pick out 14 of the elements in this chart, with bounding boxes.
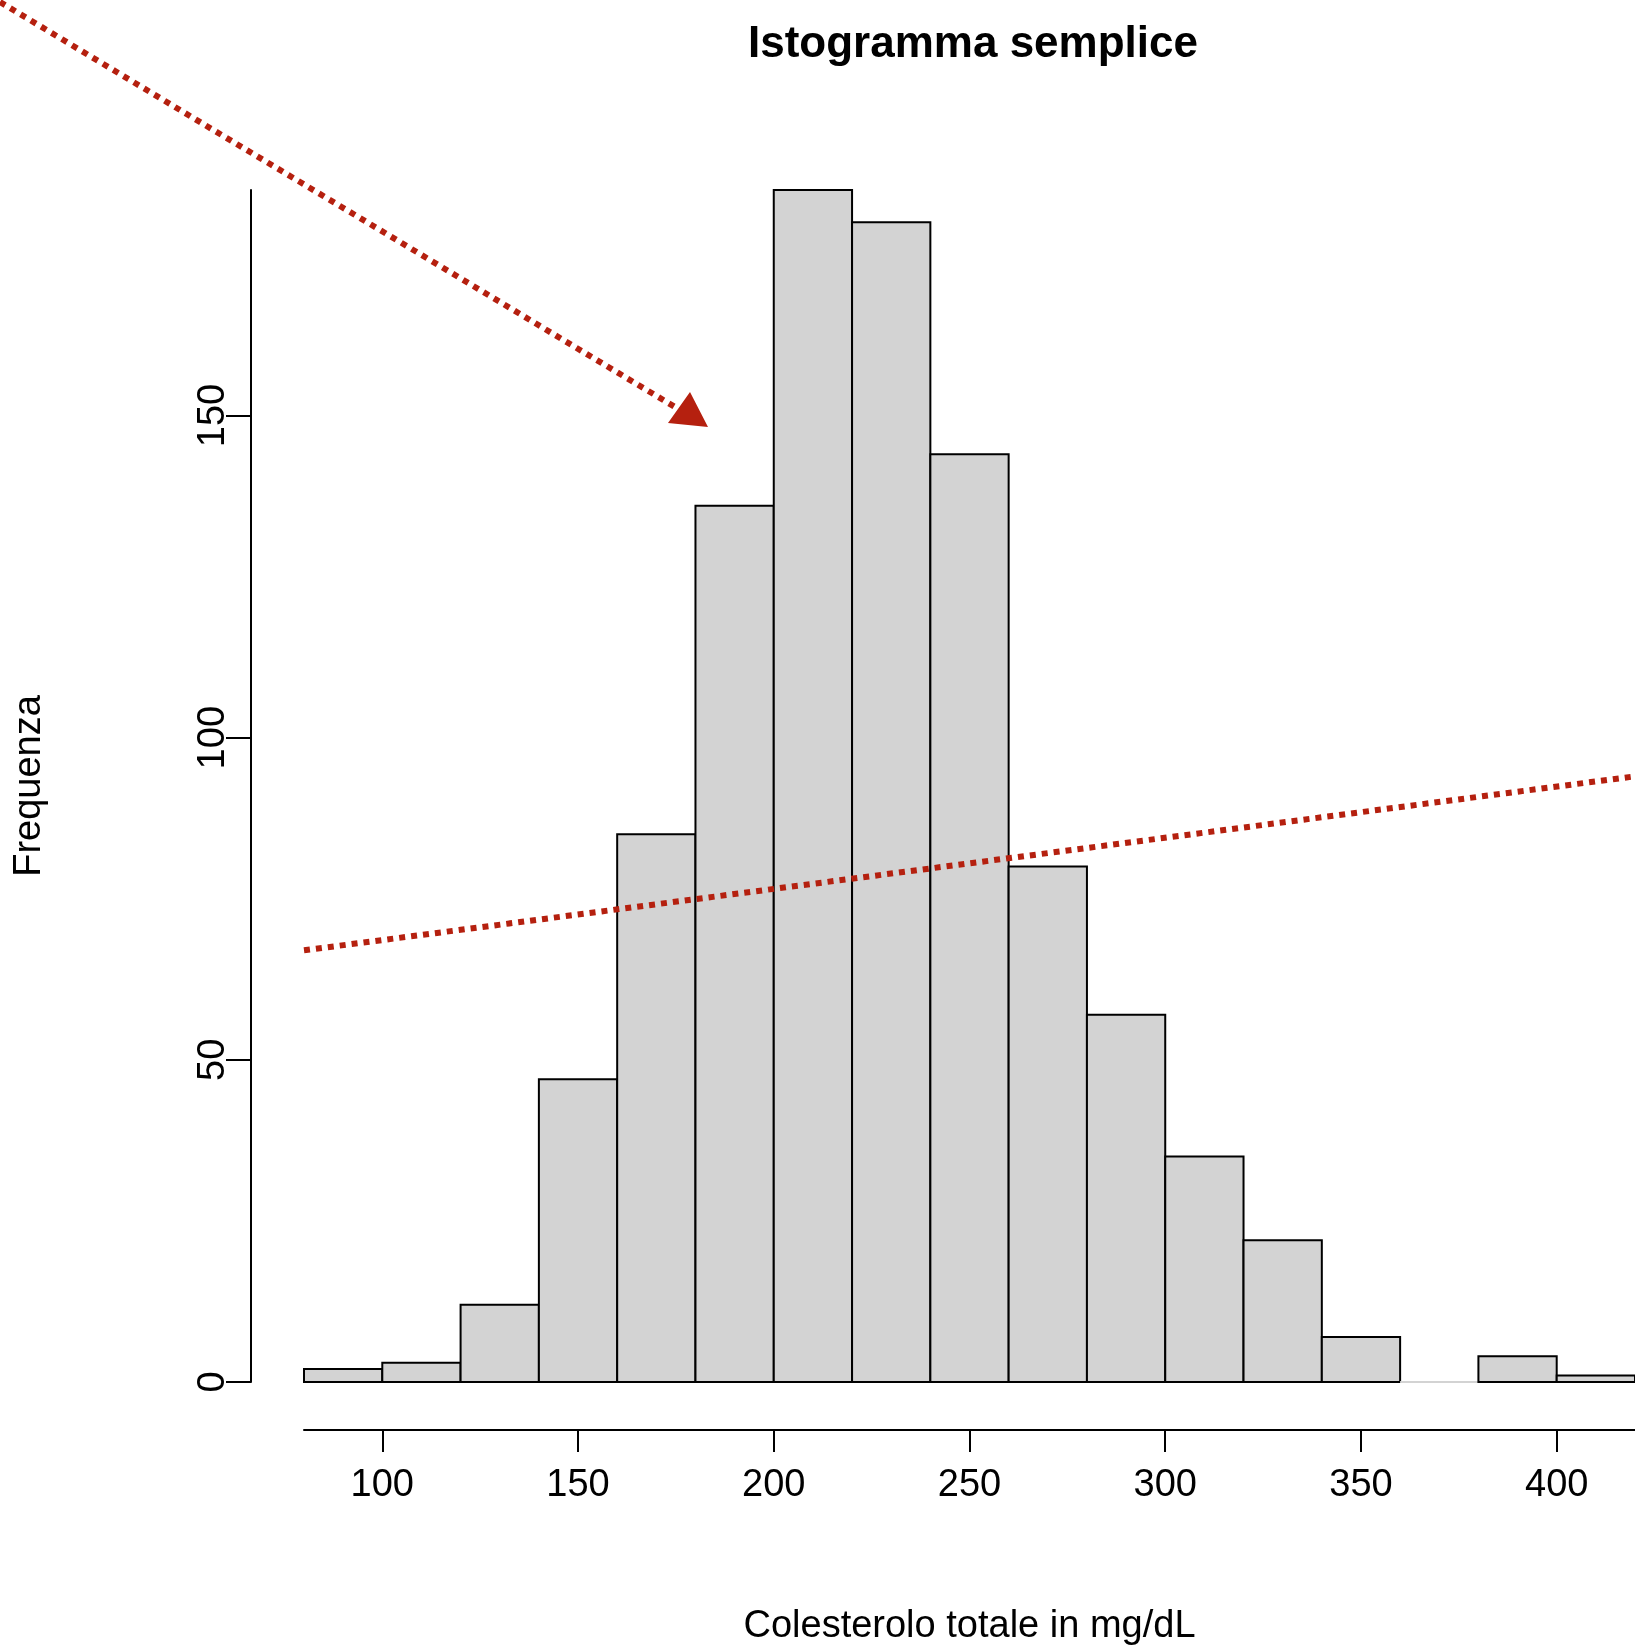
y-tick-label: 100 <box>190 705 232 770</box>
x-tick-label: 100 <box>350 1462 414 1504</box>
chart-title: Istogramma semplice <box>748 16 1198 66</box>
x-tick-label: 200 <box>742 1462 806 1504</box>
y-tick-label: 0 <box>190 1371 232 1393</box>
x-tick-label: 400 <box>1525 1462 1589 1504</box>
x-axis-title: Colesterolo totale in mg/dL <box>743 1603 1196 1645</box>
y-tick-label: 50 <box>190 1038 232 1081</box>
x-tick-label: 150 <box>546 1462 610 1504</box>
y-tick-label: 150 <box>190 383 232 448</box>
x-tick-label: 350 <box>1329 1462 1393 1504</box>
x-tick-label: 300 <box>1133 1462 1197 1504</box>
y-axis-title: Frequenza <box>6 694 48 877</box>
x-tick-label: 250 <box>937 1462 1002 1504</box>
